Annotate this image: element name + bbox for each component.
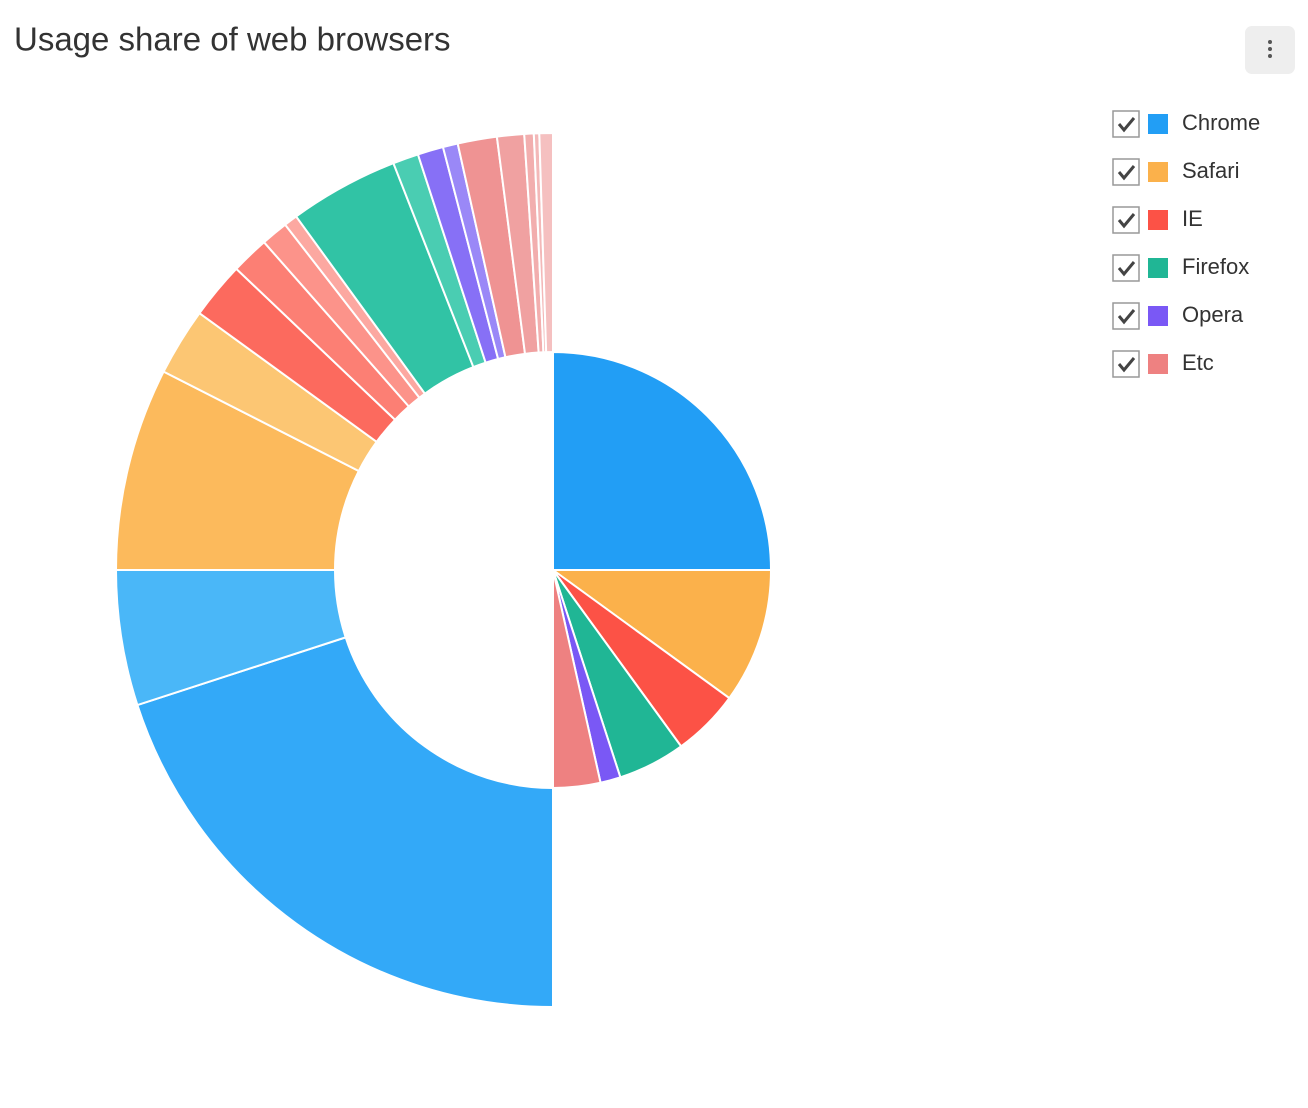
pie-slice bbox=[549, 569, 773, 700]
legend-checkbox[interactable] bbox=[1112, 350, 1140, 378]
legend-label[interactable]: IE bbox=[1182, 206, 1203, 231]
ring-slice bbox=[538, 131, 554, 354]
legend-checkbox[interactable] bbox=[1112, 158, 1140, 186]
chart-title: Usage share of web browsers bbox=[14, 21, 451, 58]
legend-checkbox[interactable] bbox=[1112, 206, 1140, 234]
legend-checkbox[interactable] bbox=[1112, 302, 1140, 330]
legend-swatch bbox=[1148, 306, 1168, 326]
legend-checkmark bbox=[1117, 309, 1136, 325]
legend-checkmark bbox=[1117, 261, 1136, 277]
legend-checkmark bbox=[1117, 357, 1136, 373]
legend-swatch bbox=[1148, 258, 1168, 278]
legend-swatch bbox=[1148, 162, 1168, 182]
legend-label[interactable]: Safari bbox=[1182, 158, 1239, 183]
pie-slice bbox=[552, 350, 773, 571]
legend-label[interactable]: Chrome bbox=[1182, 110, 1260, 135]
legend-checkmark bbox=[1117, 117, 1136, 133]
legend-swatch bbox=[1148, 210, 1168, 230]
legend-label[interactable]: Opera bbox=[1182, 302, 1244, 327]
legend-label[interactable]: Firefox bbox=[1182, 254, 1249, 279]
menu-button[interactable] bbox=[1245, 26, 1295, 74]
legend-swatch bbox=[1148, 114, 1168, 134]
menu-dot bbox=[1268, 47, 1272, 51]
menu-dot bbox=[1268, 40, 1272, 44]
ring-slice bbox=[136, 636, 554, 1009]
legend-checkbox[interactable] bbox=[1112, 254, 1140, 282]
legend-swatch bbox=[1148, 354, 1168, 374]
legend-label[interactable]: Etc bbox=[1182, 350, 1214, 375]
legend-checkbox[interactable] bbox=[1112, 110, 1140, 138]
menu-dot bbox=[1268, 54, 1272, 58]
legend-checkmark bbox=[1117, 165, 1136, 181]
legend-checkmark bbox=[1117, 213, 1136, 229]
